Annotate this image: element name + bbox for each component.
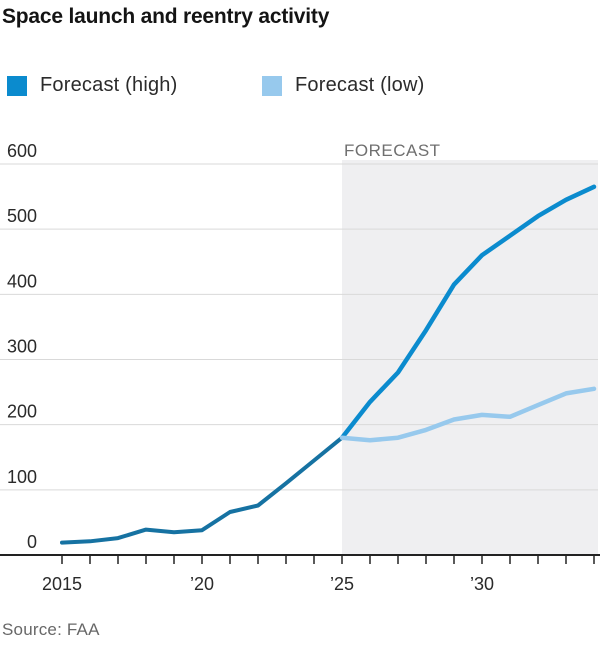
legend-item-forecast-low: Forecast (low) [262, 74, 425, 97]
legend-item-forecast-high: Forecast (high) [7, 74, 262, 97]
y-tick-label: 300 [7, 337, 37, 357]
legend-label-forecast-high: Forecast (high) [40, 74, 178, 96]
chart-canvas: FORECAST 2015 ’20 ’25 ’30 0 100 200 300 400 500 600 [0, 141, 600, 594]
series-line-actual [60, 435, 344, 545]
forecast-low-swatch-icon [262, 75, 282, 96]
y-tick-label: 0 [27, 532, 37, 552]
forecast-band [342, 160, 598, 555]
series-line-forecast-high [339, 184, 597, 440]
y-tick-label: 100 [7, 467, 37, 487]
legend-label-forecast-low: Forecast (low) [295, 74, 425, 96]
y-tick-label: 600 [7, 141, 37, 161]
y-tick-label: 400 [7, 271, 37, 291]
y-tick-label: 500 [7, 206, 37, 226]
legend: Forecast (high) Forecast (low) [7, 74, 425, 97]
chart-title: Space launch and reentry activity [2, 5, 330, 28]
x-tick-label: ’25 [330, 574, 354, 594]
forecast-high-swatch-icon [7, 75, 27, 96]
x-tick-label: ’20 [190, 574, 214, 594]
series-line-forecast-low [339, 386, 597, 443]
x-tick-label: ’30 [470, 574, 494, 594]
source-note: Source: FAA [2, 620, 100, 639]
forecast-region-label: FORECAST [344, 141, 441, 160]
x-tick-label: 2015 [42, 574, 82, 594]
y-tick-label: 200 [7, 402, 37, 422]
